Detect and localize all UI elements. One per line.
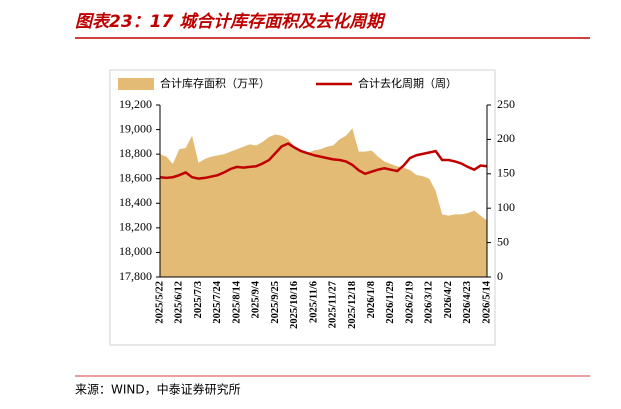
- y-tick-label: 18,800: [119, 146, 152, 160]
- x-tick-label: 2025/9/25: [270, 281, 281, 324]
- x-tick-label: 2025/9/4: [251, 280, 262, 318]
- y2-tick-label: 50: [497, 234, 509, 248]
- y-tick-label: 18,600: [119, 170, 152, 184]
- y-tick-label: 19,000: [119, 121, 152, 135]
- x-tick-label: 2026/1/8: [366, 281, 377, 318]
- x-tick-label: 2025/7/24: [212, 280, 223, 323]
- legend-swatch: [118, 78, 154, 90]
- legend-label: 合计库存面积（万平）: [160, 76, 270, 90]
- x-tick-label: 2026/1/29: [385, 281, 396, 324]
- y2-tick-label: 100: [497, 200, 515, 214]
- x-tick-label: 2026/4/2: [443, 281, 454, 318]
- source: 来源：WIND，中泰证券研究所: [75, 382, 241, 397]
- x-tick-label: 2026/4/23: [462, 281, 473, 324]
- legend-label: 合计去化周期（周）: [358, 76, 457, 90]
- x-tick-label: 2025/8/14: [231, 280, 242, 323]
- x-tick-label: 2026/5/14: [481, 280, 492, 323]
- x-tick-label: 2025/5/22: [154, 281, 165, 324]
- x-tick-label: 2025/12/18: [347, 281, 358, 329]
- y2-tick-label: 0: [497, 269, 503, 283]
- y-tick-label: 17,800: [119, 269, 152, 283]
- x-tick-label: 2025/6/12: [174, 281, 185, 324]
- y2-tick-label: 150: [497, 166, 515, 180]
- chart-frame: [109, 69, 496, 346]
- y2-tick-label: 200: [497, 131, 515, 145]
- x-tick-label: 2026/2/19: [404, 281, 415, 324]
- y-tick-label: 18,200: [119, 220, 152, 234]
- line: [159, 142, 488, 180]
- area: [160, 128, 487, 277]
- y-tick-label: 18,000: [119, 244, 152, 258]
- x-tick-label: 2025/10/16: [289, 281, 300, 329]
- x-tick-label: 2025/11/6: [308, 281, 319, 323]
- y2-tick-label: 250: [497, 97, 515, 111]
- y-tick-label: 18,400: [119, 195, 152, 209]
- x-tick-label: 2025/11/27: [328, 281, 339, 328]
- x-tick-label: 2025/7/3: [193, 281, 204, 318]
- x-tick-label: 2026/3/12: [424, 281, 435, 324]
- figure-title: 图表23：17 城合计库存面积及去化周期: [75, 12, 386, 32]
- y-tick-label: 19,200: [119, 97, 152, 111]
